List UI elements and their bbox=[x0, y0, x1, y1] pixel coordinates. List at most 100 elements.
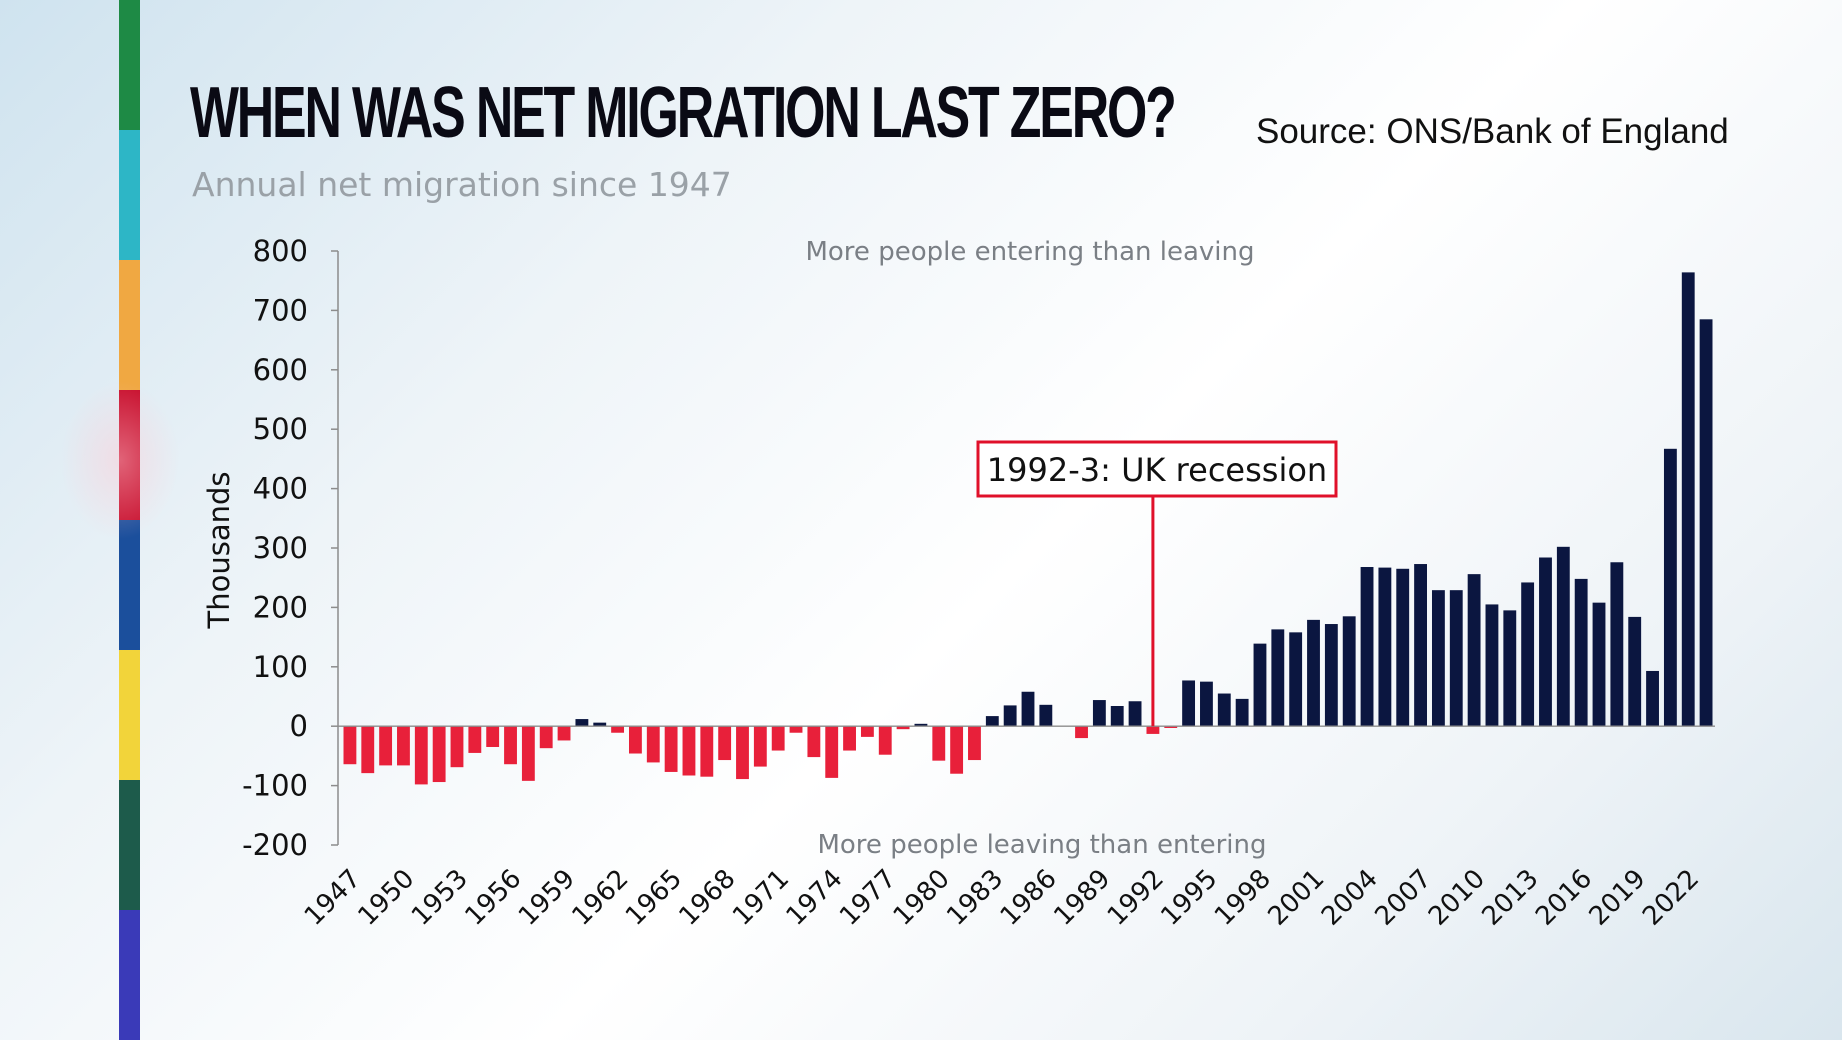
bar-1994 bbox=[1182, 680, 1196, 727]
y-tick-label: 200 bbox=[253, 590, 308, 624]
note-leaving: More people leaving than entering bbox=[817, 830, 1266, 860]
source-label: Source: ONS/Bank of England bbox=[1256, 112, 1729, 151]
bar-2012 bbox=[1503, 610, 1517, 727]
bar-2010 bbox=[1467, 574, 1481, 727]
bar-1998 bbox=[1253, 643, 1267, 727]
bar-1961 bbox=[593, 722, 607, 727]
bar-1955 bbox=[486, 726, 500, 747]
bar-2019 bbox=[1628, 616, 1642, 727]
bar-1978 bbox=[896, 726, 910, 730]
bar-1949 bbox=[379, 726, 393, 766]
bar-1996 bbox=[1217, 693, 1231, 727]
x-tick-label: 1971 bbox=[727, 864, 795, 932]
annotation-label: 1992-3: UK recession bbox=[987, 451, 1327, 489]
bar-2016 bbox=[1574, 578, 1588, 727]
bar-1979 bbox=[914, 723, 928, 727]
y-tick-label: -200 bbox=[242, 828, 308, 862]
y-tick-label: -100 bbox=[242, 769, 308, 803]
bar-1972 bbox=[789, 726, 803, 733]
bar-2015 bbox=[1556, 546, 1570, 727]
bar-2018 bbox=[1610, 562, 1624, 727]
bar-2008 bbox=[1431, 590, 1445, 727]
bar-1954 bbox=[468, 726, 482, 753]
bar-1956 bbox=[504, 726, 517, 765]
bar-1984 bbox=[1003, 705, 1017, 727]
bar-1982 bbox=[968, 726, 981, 761]
y-tick-label: 400 bbox=[253, 472, 308, 506]
x-tick-label: 1953 bbox=[406, 864, 474, 932]
bar-1985 bbox=[1021, 691, 1035, 727]
x-tick-label: 2022 bbox=[1637, 864, 1705, 932]
bar-1952 bbox=[432, 726, 446, 783]
bar-1948 bbox=[361, 726, 375, 774]
y-tick-label: 600 bbox=[253, 353, 308, 387]
x-tick-label: 1998 bbox=[1209, 864, 1277, 932]
bar-1999 bbox=[1271, 629, 1285, 727]
bar-1963 bbox=[629, 726, 642, 754]
bar-1967 bbox=[700, 726, 714, 777]
note-entering: More people entering than leaving bbox=[805, 237, 1254, 267]
y-tick-label: 0 bbox=[290, 709, 308, 743]
bar-1997 bbox=[1235, 698, 1249, 727]
bar-1966 bbox=[682, 726, 696, 776]
annotation-box bbox=[976, 440, 1338, 498]
bar-1986 bbox=[1039, 704, 1053, 727]
stripe-segment bbox=[119, 780, 140, 910]
x-tick-label: 2016 bbox=[1530, 864, 1598, 932]
bar-1983 bbox=[985, 716, 999, 727]
bar-2003 bbox=[1342, 616, 1356, 727]
bar-1957 bbox=[521, 726, 535, 781]
bar-2009 bbox=[1449, 590, 1463, 727]
chart-subtitle: Annual net migration since 1947 bbox=[192, 165, 732, 204]
bar-2022 bbox=[1681, 272, 1695, 727]
bar-2023 bbox=[1699, 319, 1713, 727]
bar-2005 bbox=[1378, 567, 1392, 727]
x-tick-label: 1962 bbox=[567, 864, 635, 932]
stripe-segment bbox=[119, 260, 140, 390]
x-tick-label: 1980 bbox=[888, 864, 956, 932]
x-tick-label: 1989 bbox=[1048, 864, 1116, 932]
bar-1993 bbox=[1164, 726, 1178, 728]
bar-2020 bbox=[1646, 670, 1659, 727]
x-tick-label: 2013 bbox=[1477, 864, 1545, 932]
bar-1950 bbox=[397, 726, 410, 766]
bar-1974 bbox=[825, 726, 839, 778]
bar-1975 bbox=[843, 726, 856, 751]
bar-1951 bbox=[414, 726, 428, 785]
bar-2014 bbox=[1539, 557, 1552, 727]
bar-1981 bbox=[950, 726, 964, 774]
x-tick-label: 1968 bbox=[674, 864, 742, 932]
y-tick-label: 700 bbox=[253, 293, 308, 327]
bar-1953 bbox=[450, 726, 464, 768]
bar-1992 bbox=[1146, 726, 1160, 734]
y-tick-label: 500 bbox=[253, 412, 308, 446]
stripe-segment bbox=[119, 520, 140, 650]
y-axis-title: Thousands bbox=[202, 472, 236, 630]
bar-1995 bbox=[1200, 681, 1213, 727]
bar-2006 bbox=[1396, 568, 1410, 727]
x-tick-label: 1965 bbox=[620, 864, 688, 932]
x-tick-label: 1986 bbox=[995, 864, 1063, 932]
x-tick-label: 2001 bbox=[1262, 864, 1330, 932]
x-tick-label: 2007 bbox=[1370, 864, 1438, 932]
bar-2000 bbox=[1289, 632, 1303, 727]
stripe-segment bbox=[119, 0, 140, 130]
bar-2013 bbox=[1521, 582, 1535, 727]
x-tick-label: 1992 bbox=[1102, 864, 1170, 932]
stripe-segment bbox=[119, 910, 140, 1040]
bar-1964 bbox=[646, 726, 660, 763]
bar-2004 bbox=[1360, 567, 1374, 727]
bar-1989 bbox=[1092, 700, 1106, 727]
bar-1958 bbox=[539, 726, 553, 749]
bar-1977 bbox=[878, 726, 892, 755]
bar-1971 bbox=[771, 726, 785, 751]
bar-2001 bbox=[1307, 619, 1320, 727]
bar-1980 bbox=[932, 726, 946, 761]
page-title: WHEN WAS NET MIGRATION LAST ZERO? bbox=[190, 73, 1177, 153]
bar-1976 bbox=[860, 726, 874, 737]
x-tick-label: 1959 bbox=[513, 864, 581, 932]
bar-1973 bbox=[807, 726, 821, 758]
y-tick-label: 300 bbox=[253, 531, 308, 565]
bar-1988 bbox=[1075, 726, 1088, 739]
